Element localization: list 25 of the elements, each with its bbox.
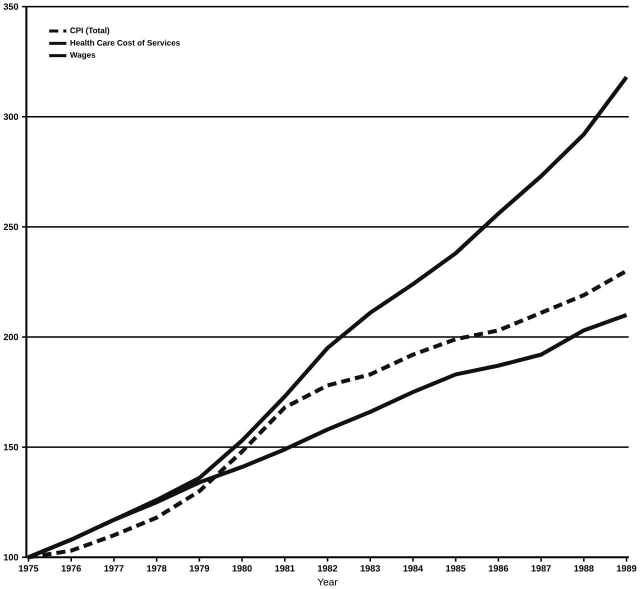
x-axis-title: Year: [318, 578, 338, 586]
legend-label: Health Care Cost of Services: [70, 40, 180, 46]
x-tick-label: 1980: [232, 565, 252, 572]
x-tick-label: 1989: [617, 565, 636, 572]
x-tick-label: 1988: [574, 565, 594, 572]
y-tick-label: 300: [4, 114, 18, 120]
y-tick-label: 250: [4, 224, 18, 230]
x-tick-label: 1982: [318, 565, 338, 572]
x-tick-label: 1984: [403, 565, 423, 572]
x-tick-label: 1985: [446, 565, 466, 572]
x-tick-label: 1975: [18, 565, 38, 572]
x-tick-label: 1978: [147, 565, 166, 572]
y-tick-label: 200: [4, 334, 18, 340]
x-tick-label: 1983: [360, 565, 380, 572]
legend-label: Wages: [70, 52, 96, 60]
x-tick-label: 1986: [488, 565, 508, 572]
x-tick-label: 1979: [190, 565, 210, 572]
y-tick-label: 100: [4, 554, 18, 561]
x-tick-label: 1976: [62, 565, 81, 572]
y-tick-label: 150: [4, 444, 18, 450]
x-tick-label: 1987: [532, 565, 551, 572]
y-tick-label: 350: [4, 3, 18, 10]
legend-label: CPI (Total): [70, 27, 110, 35]
x-tick-label: 1977: [104, 565, 124, 572]
x-tick-label: 1981: [275, 565, 295, 572]
